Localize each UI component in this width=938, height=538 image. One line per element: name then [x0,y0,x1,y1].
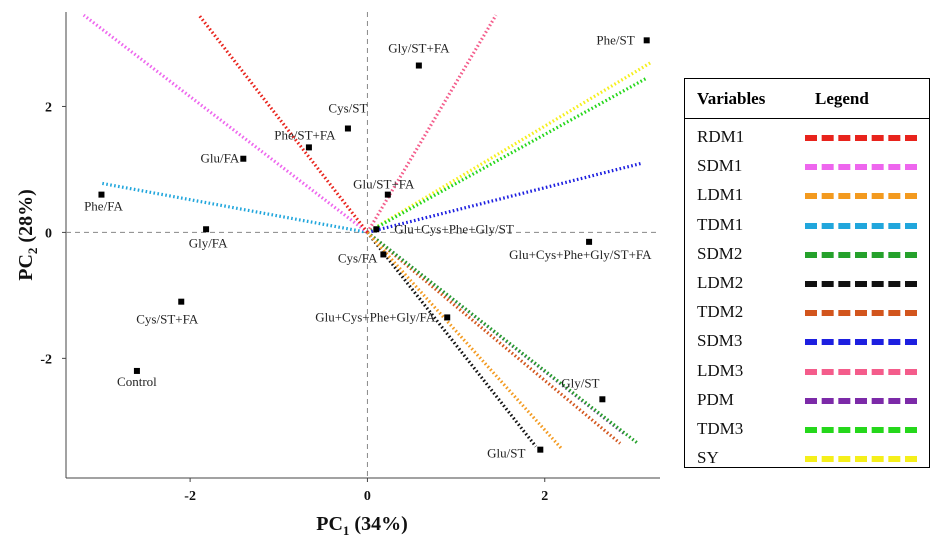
origin-lines [66,12,660,478]
point-label: Phe/FA [84,199,123,214]
score-point [178,298,185,305]
score-point [98,191,105,198]
plot-frame [65,12,660,479]
x-tick-label: 0 [364,489,371,504]
legend-swatch [805,368,917,375]
legend-row-ldm2: LDM2 [685,269,929,298]
y-tick-label: 2 [45,100,52,115]
legend-variable-name: LDM3 [697,360,744,380]
loading-vector-ldm2 [366,231,538,448]
y-tick-label: 0 [45,226,52,241]
legend-swatch [805,251,917,258]
score-point [537,446,544,453]
score-point [599,396,606,403]
loading-vectors [82,13,652,451]
legend-row-sdm3: SDM3 [685,327,929,356]
score-point [344,125,351,132]
loading-vector-tdm1 [101,181,368,234]
score-point [380,251,387,258]
legend-row-rdm1: RDM1 [685,123,929,152]
score-point [203,226,210,233]
score-point [240,155,247,162]
legend-row-tdm3: TDM3 [685,415,929,444]
score-point [586,238,593,245]
score-point [384,191,391,198]
legend-variable-name: TDM3 [697,419,744,438]
legend-variable-name: PDM [697,389,734,409]
legend-swatch [805,397,917,404]
point-label: Glu+Cys+Phe+Gly/FA [315,309,436,324]
legend-table: Variables Legend RDM1 SDM1 LDM1 TDM1 SDM2 LDM… [684,78,930,468]
point-label: Gly/FA [189,235,228,250]
legend-header-variables: Variables [697,89,766,108]
point-label: Glu/FA [201,151,240,166]
point-label: Control [117,374,157,389]
loading-vector-sdm2 [366,231,639,445]
legend-row-sy: SY [685,444,929,473]
point-label: Cys/ST+FA [136,312,199,327]
legend-swatch [805,427,917,433]
legend-row-sdm1: SDM1 [685,152,929,181]
legend-row-sdm2: SDM2 [685,240,929,269]
score-points: Phe/ST Gly/ST+FA Cys/ST Phe/ST+FA Glu/FA Phe/… [84,32,652,460]
point-label: Phe/ST+FA [274,127,336,142]
legend-header: Variables Legend [685,79,929,119]
legend-row-tdm2: TDM2 [685,298,929,327]
y-axis-title: PC2 (28%) [15,189,40,281]
legend-swatch [805,222,917,229]
point-label: Gly/ST+FA [388,41,450,56]
x-axis-title: PC1 (34%) [316,513,408,538]
loading-vector-sy [366,61,652,234]
legend-header-legend: Legend [815,89,869,108]
legend-variable-name: TDM2 [697,302,744,322]
legend-swatch [805,164,917,171]
point-label: Gly/ST [561,375,599,390]
legend-row-pdm: PDM [685,386,929,415]
legend-variable-name: SDM2 [697,243,743,263]
legend-row-tdm1: TDM1 [685,211,929,240]
score-point [444,314,451,321]
point-label: Cys/FA [338,250,378,265]
legend-swatch [805,135,917,141]
legend-swatch [805,310,917,317]
legend-variable-name: SDM3 [697,331,743,351]
point-label: Cys/ST [328,101,367,116]
score-point [643,37,650,44]
loading-vector-rdm1 [197,14,369,234]
x-tick-label: -2 [184,489,196,504]
legend-swatch [805,281,917,287]
legend-variable-name: RDM1 [697,127,745,146]
legend-variable-name: SDM1 [697,156,743,176]
point-label: Glu+Cys+Phe+Gly/ST+FA [509,247,652,262]
score-point [133,367,140,374]
score-point [305,144,312,151]
legend-row-ldm3: LDM3 [685,357,929,386]
legend-variable-name: TDM1 [697,214,744,234]
loading-vector-tdm2 [366,231,622,445]
legend-swatch [805,339,917,346]
legend-variable-name: LDM1 [697,185,744,205]
loading-vector-ldm1 [366,231,564,451]
score-point [373,226,380,233]
point-label: Glu/ST [487,446,525,461]
loading-vector-sdm3 [367,161,643,234]
point-label: Phe/ST [596,32,634,47]
legend-swatch [805,456,917,463]
x-tick-label: 2 [541,489,548,504]
loading-vector-tdm3 [366,76,648,234]
y-tick-label: -2 [40,352,52,367]
axis-ticks: -2 0 2 -2 0 2 [40,100,548,504]
score-point [415,62,422,69]
legend-variable-name: SY [697,448,719,468]
legend-row-ldm1: LDM1 [685,181,929,210]
point-label: Glu+Cys+Phe+Gly/ST [394,221,514,236]
point-label: Glu/ST+FA [353,177,415,192]
legend-swatch [805,193,917,200]
legend-variable-name: LDM2 [697,273,744,292]
pca-biplot-chart: Phe/ST Gly/ST+FA Cys/ST Phe/ST+FA Glu/FA Phe/… [15,12,660,538]
